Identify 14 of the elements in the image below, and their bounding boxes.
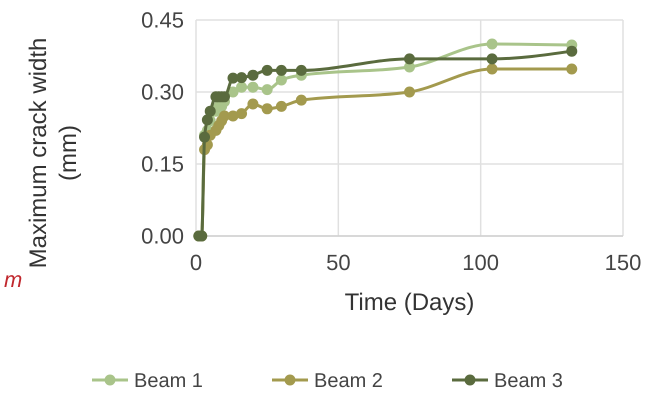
y-tick-label: 0.30 — [141, 80, 184, 105]
y-axis-title: Maximum crack width (mm) — [25, 38, 82, 268]
text: m — [4, 267, 22, 292]
y-tick-label: 0.15 — [141, 152, 184, 177]
legend-label: Beam 2 — [314, 370, 383, 392]
x-axis-title: Time (Days) — [344, 289, 474, 316]
x-tick-label: 0 — [190, 250, 202, 275]
x-tick-label: 150 — [604, 250, 642, 275]
legend-label: Beam 1 — [134, 370, 203, 392]
y-tick-label: 0.00 — [141, 224, 184, 249]
y-tick-label: 0.45 — [141, 8, 184, 33]
x-tick-label: 100 — [462, 250, 500, 275]
legend-label: Beam 3 — [494, 370, 563, 392]
x-tick-label: 50 — [326, 250, 351, 275]
